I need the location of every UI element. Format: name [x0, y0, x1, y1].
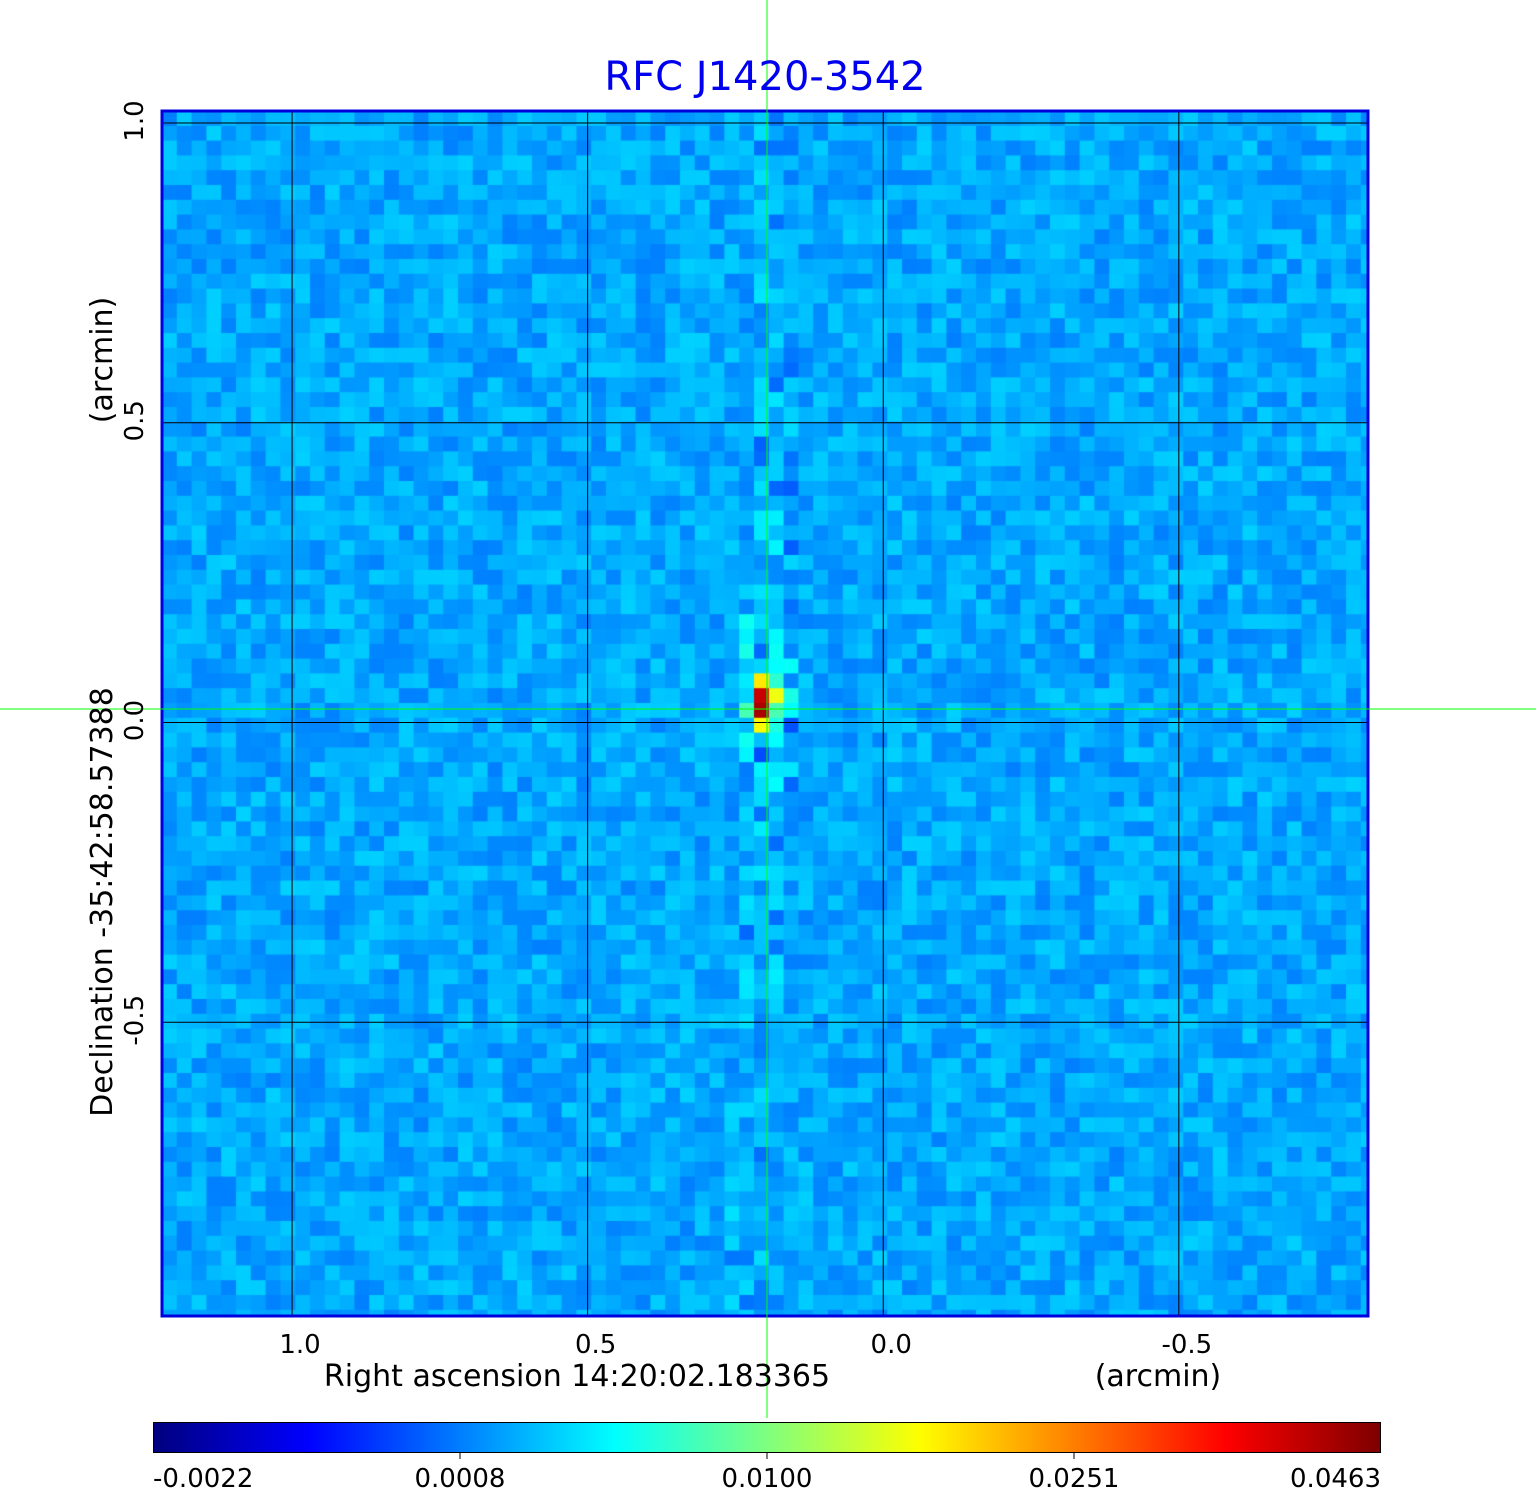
x-tick-label: 1.0	[279, 1330, 320, 1360]
radio-image	[162, 111, 1368, 1316]
plot-frame	[160, 109, 1370, 1318]
colorbar	[153, 1422, 1381, 1453]
x-tick-label: 0.0	[871, 1330, 912, 1360]
y-axis-unit: (arcmin)	[85, 297, 120, 424]
colorbar-tick-label: 0.0463	[1290, 1464, 1381, 1494]
colorbar-tick-label: 0.0100	[722, 1464, 813, 1494]
chart-title: RFC J1420-3542	[604, 54, 925, 100]
x-axis-unit: (arcmin)	[1095, 1359, 1222, 1394]
y-tick-label: 1.0	[120, 100, 150, 141]
y-tick-label: 0.5	[120, 400, 150, 441]
x-tick-label: -0.5	[1161, 1330, 1212, 1360]
grid-lines	[162, 111, 1368, 1316]
colorbar-tick-label: 0.0251	[1029, 1464, 1120, 1494]
y-tick-label: -0.5	[120, 995, 150, 1046]
y-tick-label: 0.0	[120, 700, 150, 741]
x-tick-label: 0.5	[575, 1330, 616, 1360]
y-axis-label: Declination -35:42:58.57388	[85, 687, 120, 1117]
colorbar-tick-label: 0.0008	[415, 1464, 506, 1494]
colorbar-tick-label: -0.0022	[153, 1464, 253, 1494]
x-axis-label: Right ascension 14:20:02.183365	[324, 1359, 830, 1394]
